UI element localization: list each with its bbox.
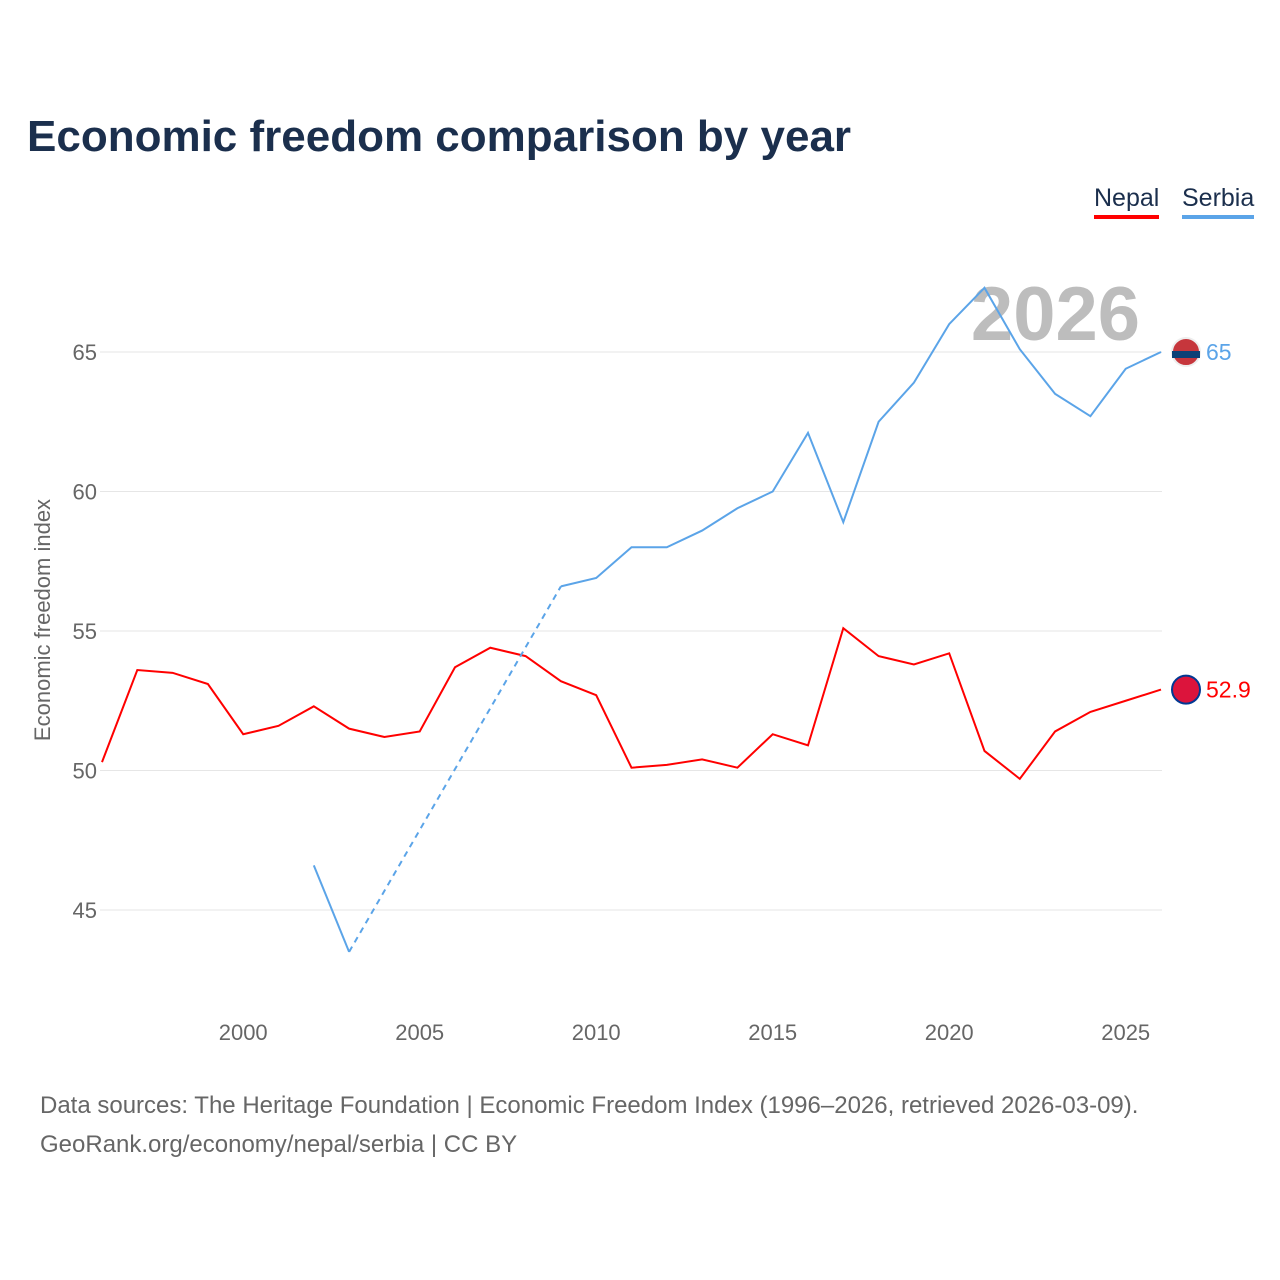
end-label-nepal: 52.9 [1206, 677, 1251, 703]
x-tick-label: 2000 [219, 1020, 268, 1045]
series-line-serbia [560, 286, 1162, 588]
page-title: Economic freedom comparison by year [27, 112, 852, 161]
x-tick-label: 2010 [572, 1020, 621, 1045]
x-tick-label: 2005 [395, 1020, 444, 1045]
x-tick-label: 2025 [1101, 1020, 1150, 1045]
series-line-nepal [101, 626, 1162, 781]
footer: Data sources: The Heritage Foundation | … [40, 1086, 1138, 1164]
series-gap-serbia [348, 585, 562, 953]
y-tick-label: 50 [73, 759, 97, 784]
source-note: Data sources: The Heritage Foundation | … [40, 1092, 1139, 1119]
serbia-flag-icon [1171, 337, 1201, 367]
y-tick-label: 60 [73, 480, 97, 505]
y-axis-label: Economic freedom index [30, 499, 55, 741]
nepal-flag-icon [1171, 674, 1201, 705]
year-watermark: 2026 [971, 272, 1140, 357]
y-tick-label: 45 [73, 898, 97, 923]
y-tick-label: 55 [73, 619, 97, 644]
end-label-serbia: 65 [1206, 339, 1232, 365]
legend-nepal[interactable]: Nepal [1094, 184, 1160, 219]
x-tick-label: 2020 [925, 1020, 974, 1045]
series-line-serbia [312, 864, 351, 953]
x-tick-label: 2015 [748, 1020, 797, 1045]
legend-serbia[interactable]: Serbia [1182, 184, 1255, 219]
y-tick-label: 65 [73, 340, 97, 365]
source-link[interactable]: GeoRank.org/economy/nepal/serbia | CC BY [40, 1131, 518, 1158]
